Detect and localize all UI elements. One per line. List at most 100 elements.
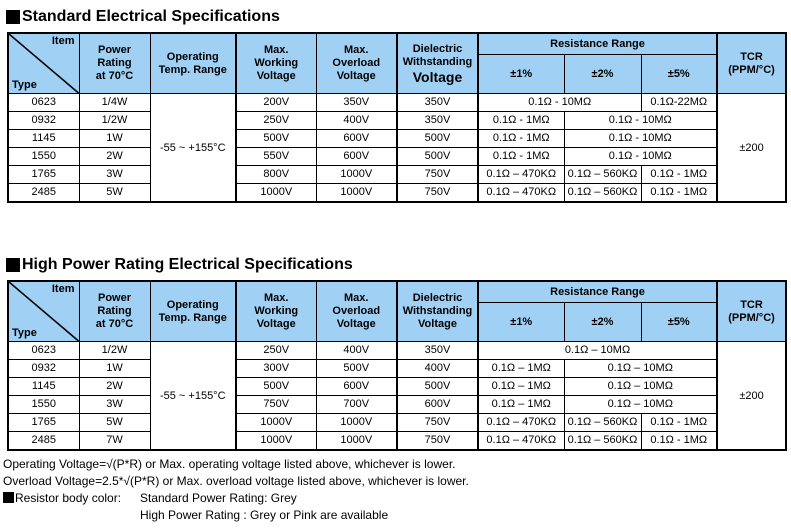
- max-overload-cell: 500V: [315, 359, 398, 378]
- dielectric-cell: 750V: [396, 413, 479, 432]
- dielectric-cell: 350V: [396, 111, 479, 130]
- corner-header-cell: Item Type: [7, 32, 80, 94]
- dielectric-cell: 350V: [396, 341, 479, 360]
- tcr-cell: ±200: [716, 93, 787, 203]
- resistance-cell: 0.1Ω – 10MΩ: [563, 359, 718, 378]
- type-cell: 1145: [7, 129, 80, 148]
- resistance-cell: 0.1Ω-22MΩ: [640, 93, 718, 112]
- tolerance-2pct-header: ±2%: [563, 302, 642, 342]
- max-working-cell: 1000V: [235, 431, 317, 451]
- high-power-color-value: High Power Rating : Grey or Pink are ava…: [140, 508, 389, 522]
- max-working-cell: 250V: [235, 341, 317, 360]
- diagonal-line: [9, 34, 79, 93]
- type-cell: 1145: [7, 377, 80, 396]
- max-overload-cell: 400V: [315, 111, 398, 130]
- resistance-cell: 0.1Ω – 560KΩ: [563, 431, 642, 451]
- max-overload-cell: 1000V: [315, 413, 398, 432]
- overload-voltage-note: Overload Voltage=2.5*√(P*R) or Max. over…: [3, 474, 469, 488]
- tolerance-5pct-header: ±5%: [640, 54, 718, 94]
- type-cell: 2485: [7, 183, 80, 203]
- max-overload-cell: 600V: [315, 147, 398, 166]
- table-row: 2485 7W 1000V 1000V 750V 0.1Ω – 470KΩ 0.…: [7, 431, 786, 451]
- table-row: 1765 5W 1000V 1000V 750V 0.1Ω – 470KΩ 0.…: [7, 413, 786, 432]
- max-overload-cell: 1000V: [315, 431, 398, 451]
- max-working-cell: 250V: [235, 111, 317, 130]
- max-working-header: Max. Working Voltage: [235, 280, 317, 342]
- resistance-cell: 0.1Ω – 560KΩ: [563, 183, 642, 203]
- resistance-cell: 0.1Ω - 1MΩ: [640, 431, 718, 451]
- section-title-text: Standard Electrical Specifications: [22, 8, 280, 25]
- resistance-cell: 0.1Ω – 560KΩ: [563, 165, 642, 184]
- bullet-square-icon: [3, 492, 14, 503]
- type-cell: 0623: [7, 93, 80, 112]
- body-color-note: Resistor body color: Standard Power Ratin…: [3, 490, 791, 507]
- section-title-text: High Power Rating Electrical Specificati…: [22, 256, 353, 273]
- power-rating-header: Power Rating at 70°C: [78, 280, 151, 342]
- max-working-cell: 1000V: [235, 183, 317, 203]
- tcr-header: TCR (PPM/°C): [716, 280, 787, 342]
- notes-block: Operating Voltage=√(P*R) or Max. operati…: [3, 456, 791, 524]
- max-overload-cell: 600V: [315, 129, 398, 148]
- diagonal-line: [9, 282, 79, 341]
- spec-table-high-power: Item Type Power Rating at 70°C Operating…: [7, 280, 788, 451]
- type-cell: 0623: [7, 341, 80, 360]
- corner-type-label: Type: [12, 327, 37, 339]
- dielectric-cell: 600V: [396, 395, 479, 414]
- type-cell: 1550: [7, 395, 80, 414]
- tolerance-2pct-header: ±2%: [563, 54, 642, 94]
- resistance-cell: 0.1Ω - 1MΩ: [640, 413, 718, 432]
- table-row: 1145 2W 500V 600V 500V 0.1Ω – 1MΩ 0.1Ω –…: [7, 377, 786, 396]
- table-row: 1550 2W 550V 600V 500V 0.1Ω - 1MΩ 0.1Ω -…: [7, 147, 786, 166]
- operating-voltage-note: Operating Voltage=√(P*R) or Max. operati…: [3, 457, 456, 471]
- type-cell: 0932: [7, 111, 80, 130]
- dielectric-cell: 750V: [396, 431, 479, 451]
- type-cell: 2485: [7, 431, 80, 451]
- dielectric-cell: 350V: [396, 93, 479, 112]
- corner-item-label: Item: [51, 283, 75, 295]
- max-overload-cell: 1000V: [315, 165, 398, 184]
- tolerance-1pct-header: ±1%: [477, 54, 565, 94]
- max-overload-cell: 350V: [315, 93, 398, 112]
- operating-temp-cell: -55 ~ +155°C: [149, 341, 237, 451]
- body-color-label-wrap: Resistor body color:: [3, 490, 140, 507]
- tcr-cell: ±200: [716, 341, 787, 451]
- table-row: 1145 1W 500V 600V 500V 0.1Ω - 1MΩ 0.1Ω -…: [7, 129, 786, 148]
- section-title-standard: Standard Electrical Specifications: [6, 7, 791, 27]
- power-cell: 5W: [78, 413, 151, 432]
- spec-table-standard: Item Type Power Rating at 70°C Operating…: [7, 32, 788, 203]
- tolerance-1pct-header: ±1%: [477, 302, 565, 342]
- resistance-cell: 0.1Ω - 10MΩ: [477, 93, 642, 112]
- max-working-cell: 200V: [235, 93, 317, 112]
- table-row: 0623 1/4W -55 ~ +155°C 200V 350V 350V 0.…: [7, 93, 787, 203]
- power-cell: 1W: [78, 129, 151, 148]
- dielectric-cell: 500V: [396, 147, 479, 166]
- power-rating-header: Power Rating at 70°C: [78, 32, 151, 94]
- table-row: 0932 1W 300V 500V 400V 0.1Ω – 1MΩ 0.1Ω –…: [7, 359, 786, 378]
- standard-color-value: Standard Power Rating: Grey: [140, 491, 297, 505]
- type-cell: 1765: [7, 165, 80, 184]
- max-working-cell: 550V: [235, 147, 317, 166]
- table-row: 2485 5W 1000V 1000V 750V 0.1Ω – 470KΩ 0.…: [7, 183, 786, 203]
- resistance-cell: 0.1Ω - 10MΩ: [563, 147, 718, 166]
- dielectric-cell: 500V: [396, 377, 479, 396]
- max-overload-header: Max. Overload Voltage: [315, 32, 398, 94]
- max-working-cell: 500V: [235, 129, 317, 148]
- corner-item-label: Item: [51, 35, 75, 47]
- operating-temp-cell: -55 ~ +155°C: [149, 93, 237, 203]
- section-title-high-power: High Power Rating Electrical Specificati…: [6, 255, 791, 275]
- max-overload-header: Max. Overload Voltage: [315, 280, 398, 342]
- power-cell: 2W: [78, 377, 151, 396]
- resistance-cell: 0.1Ω - 1MΩ: [477, 129, 565, 148]
- resistance-cell: 0.1Ω – 470KΩ: [477, 183, 565, 203]
- resistance-cell: 0.1Ω - 10MΩ: [563, 129, 718, 148]
- dielectric-cell: 750V: [396, 165, 479, 184]
- max-overload-cell: 400V: [315, 341, 398, 360]
- dielectric-header: Dielectric Withstanding Voltage: [396, 280, 479, 342]
- operating-temp-header: Operating Temp. Range: [149, 280, 237, 342]
- resistance-cell: 0.1Ω - 1MΩ: [640, 165, 718, 184]
- resistance-cell: 0.1Ω – 470KΩ: [477, 431, 565, 451]
- power-cell: 1W: [78, 359, 151, 378]
- resistance-range-header: Resistance Range: [476, 32, 718, 55]
- max-overload-cell: 600V: [315, 377, 398, 396]
- table-row: 1550 3W 750V 700V 600V 0.1Ω – 1MΩ 0.1Ω –…: [7, 395, 786, 414]
